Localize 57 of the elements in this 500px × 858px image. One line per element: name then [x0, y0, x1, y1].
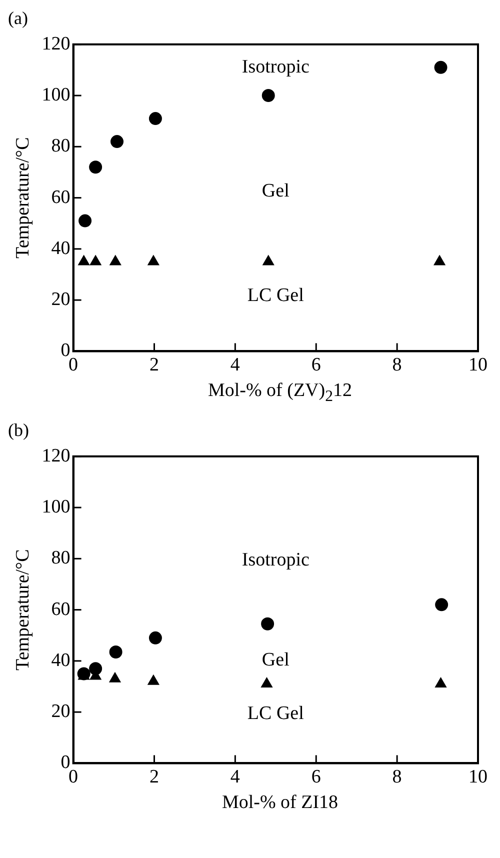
annotation: LC Gel: [247, 703, 304, 724]
point: [262, 255, 274, 266]
point: [148, 255, 160, 266]
y-tick-label: 80: [51, 136, 70, 157]
x-tick-label: 4: [230, 766, 240, 788]
y-tick-label: 100: [42, 496, 70, 518]
point: [109, 645, 122, 658]
annotation: Gel: [262, 649, 290, 670]
point: [110, 255, 122, 266]
x-tick-label: 8: [392, 766, 402, 788]
point: [148, 674, 160, 685]
x-tick-label: 6: [311, 766, 321, 788]
y-tick-label: 120: [42, 33, 70, 54]
point: [434, 60, 448, 74]
x-axis-title: Mol-% of ZI18: [220, 792, 340, 815]
x-tick-label: 2: [149, 354, 159, 376]
annotation: Isotropic: [242, 550, 310, 571]
point: [78, 214, 92, 228]
point: [435, 677, 446, 688]
point: [109, 672, 121, 682]
x-tick-label: 8: [392, 354, 402, 376]
y-tick-label: 40: [51, 238, 70, 259]
y-tick-label: 60: [51, 186, 70, 208]
annotation: Gel: [262, 180, 290, 202]
y-tick-label: 0: [60, 752, 70, 774]
point: [434, 255, 446, 266]
chart-title: (b): [8, 420, 30, 442]
y-tick-label: 80: [51, 548, 70, 569]
point: [110, 135, 124, 148]
y-axis-title: Temperature/°C: [12, 549, 34, 670]
y-axis-title: Temperature/°C: [12, 137, 34, 258]
point: [89, 160, 102, 174]
annotation: Isotropic: [242, 56, 310, 78]
point: [261, 677, 272, 688]
annotation: LC Gel: [247, 284, 304, 306]
x-tick-label: 6: [311, 354, 321, 376]
point: [148, 631, 162, 644]
x-tick-label: 4: [230, 354, 240, 376]
point: [262, 89, 275, 102]
point: [89, 662, 102, 676]
x-tick-label: 10: [468, 766, 488, 788]
y-tick-label: 20: [51, 701, 70, 722]
y-tick-label: 20: [51, 289, 70, 310]
x-axis-title: Mol-% of (ZV)$_{2}$12: [206, 380, 354, 407]
y-tick-label: 120: [42, 445, 70, 466]
y-tick-label: 100: [42, 84, 70, 106]
point: [435, 598, 448, 612]
y-tick-label: 60: [51, 598, 70, 620]
chart-title: (a): [8, 8, 29, 30]
y-tick-label: 0: [60, 340, 70, 362]
point: [148, 112, 162, 126]
point: [261, 617, 274, 630]
point: [90, 255, 102, 266]
x-tick-label: 10: [468, 354, 488, 376]
point: [78, 255, 90, 266]
y-tick-label: 40: [51, 650, 70, 671]
x-tick-label: 2: [149, 766, 159, 788]
